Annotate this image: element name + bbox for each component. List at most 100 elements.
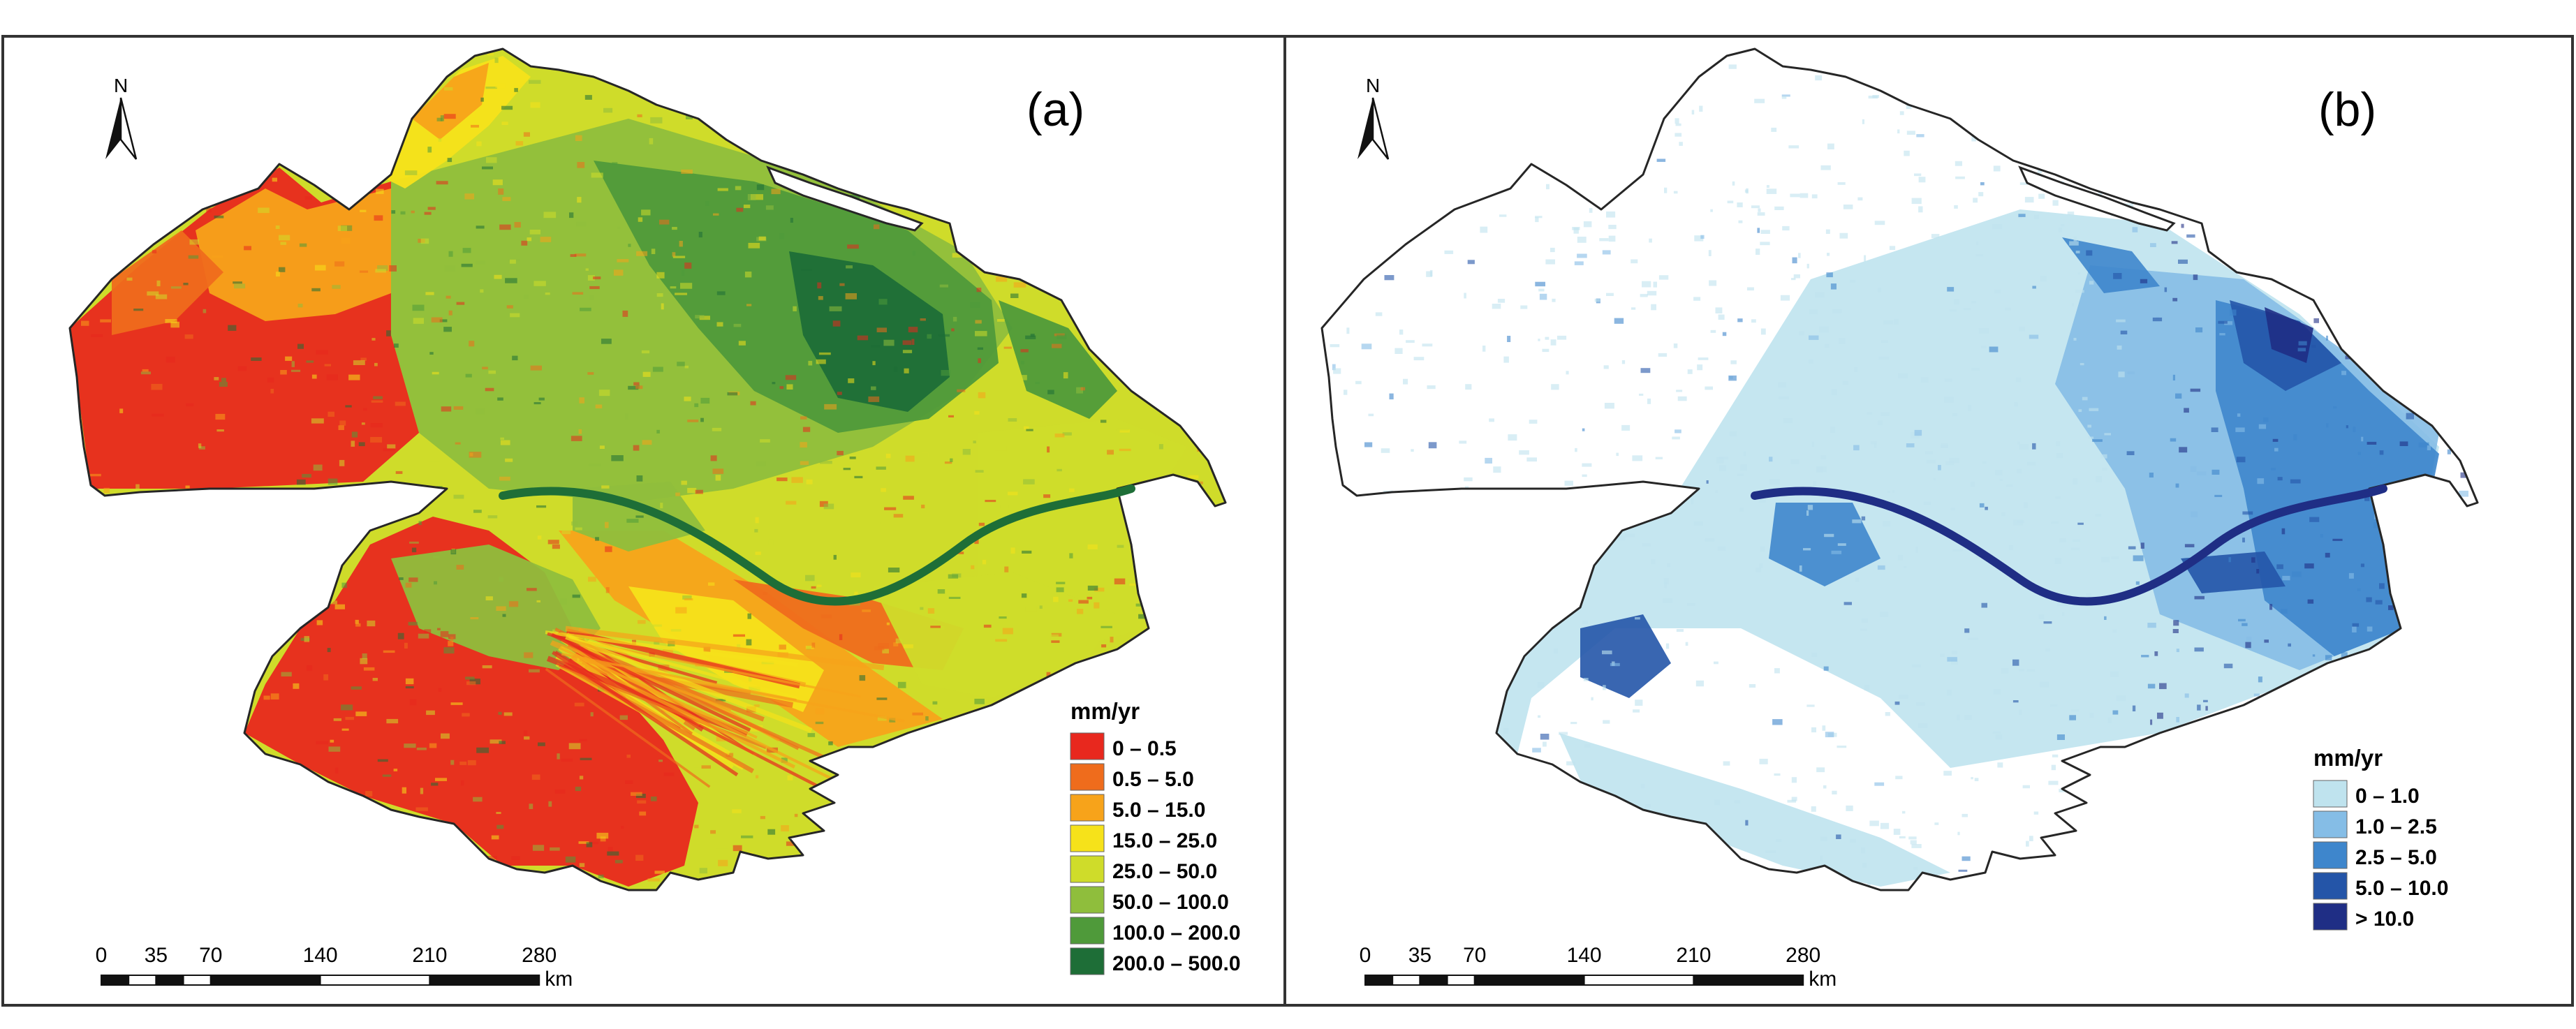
speckle	[2119, 66, 2130, 71]
speckle	[1025, 335, 1036, 339]
speckle	[1143, 114, 1155, 121]
speckle	[1635, 617, 1640, 620]
speckle	[1008, 491, 1018, 496]
speckle	[1076, 387, 1083, 394]
speckle	[1423, 70, 1431, 74]
speckle	[953, 145, 962, 149]
speckle	[580, 757, 592, 760]
speckle	[148, 512, 156, 517]
panel-b-legend-label-0: 0 – 1.0	[2355, 785, 2420, 808]
speckle	[92, 549, 101, 554]
speckle	[1774, 668, 1780, 674]
speckle	[877, 716, 887, 721]
speckle	[547, 540, 559, 545]
speckle	[1728, 375, 1737, 381]
speckle	[694, 824, 699, 829]
speckle	[1067, 203, 1079, 208]
panel-a-legend-label-1: 0.5 – 5.0	[1112, 768, 1194, 791]
speckle	[112, 596, 123, 602]
speckle	[586, 842, 593, 847]
speckle	[1702, 872, 1709, 878]
speckle	[1685, 642, 1688, 646]
speckle	[1101, 644, 1107, 648]
speckle	[1727, 200, 1734, 204]
speckle	[763, 71, 770, 73]
speckle	[1428, 202, 1434, 207]
speckle	[543, 212, 557, 219]
speckle	[1560, 502, 1571, 508]
speckle	[1184, 168, 1189, 173]
speckle	[1094, 602, 1100, 609]
speckle	[832, 850, 844, 855]
speckle	[1148, 258, 1158, 265]
speckle	[1962, 81, 1966, 86]
speckle	[647, 878, 660, 882]
speckle	[1200, 679, 1206, 683]
speckle	[294, 863, 304, 868]
speckle	[1530, 769, 1537, 775]
speckle	[2413, 167, 2417, 171]
speckle	[2062, 612, 2065, 616]
speckle	[339, 420, 346, 426]
speckle	[205, 545, 216, 549]
speckle	[1766, 188, 1777, 194]
speckle	[1463, 557, 1472, 561]
speckle	[1967, 88, 1977, 94]
speckle	[1769, 479, 1780, 485]
speckle	[536, 600, 540, 602]
speckle	[969, 183, 973, 189]
speckle	[1653, 281, 1657, 288]
speckle	[2113, 273, 2122, 279]
speckle	[437, 628, 441, 630]
speckle	[687, 420, 699, 422]
speckle	[2418, 442, 2429, 447]
speckle	[1503, 356, 1509, 363]
speckle	[1862, 862, 1867, 868]
speckle	[960, 751, 971, 758]
speckle	[711, 120, 716, 124]
speckle	[1698, 357, 1709, 360]
speckle	[870, 159, 875, 165]
speckle	[1216, 424, 1221, 429]
speckle	[1940, 445, 1949, 448]
speckle	[1849, 838, 1856, 843]
speckle	[679, 241, 683, 247]
speckle	[441, 406, 452, 412]
speckle	[498, 188, 504, 195]
speckle	[1906, 104, 1912, 110]
speckle	[195, 126, 206, 131]
speckle	[1675, 429, 1681, 434]
speckle	[1584, 744, 1591, 748]
speckle	[101, 177, 110, 180]
speckle	[801, 166, 805, 172]
speckle	[2073, 478, 2078, 485]
speckle	[529, 80, 541, 84]
speckle	[1879, 612, 1889, 617]
speckle	[614, 859, 623, 864]
speckle	[2075, 290, 2084, 293]
speckle	[182, 857, 192, 861]
speckle	[496, 606, 506, 611]
speckle	[1116, 428, 1129, 431]
speckle	[1521, 868, 1532, 872]
speckle	[1822, 725, 1826, 731]
speckle	[695, 489, 703, 494]
speckle	[1949, 882, 1959, 888]
speckle	[2056, 882, 2059, 889]
speckle	[207, 501, 214, 505]
speckle	[73, 489, 80, 491]
speckle	[656, 293, 663, 297]
speckle	[1180, 364, 1186, 367]
speckle	[1088, 322, 1091, 328]
speckle	[2096, 758, 2100, 762]
speckle	[1408, 750, 1419, 756]
speckle	[1097, 161, 1106, 163]
speckle	[2059, 538, 2066, 542]
speckle	[297, 614, 305, 619]
speckle	[914, 848, 925, 854]
speckle	[985, 161, 992, 168]
speckle	[1149, 592, 1154, 598]
speckle	[675, 607, 687, 614]
speckle	[1046, 672, 1051, 676]
speckle	[100, 230, 108, 235]
